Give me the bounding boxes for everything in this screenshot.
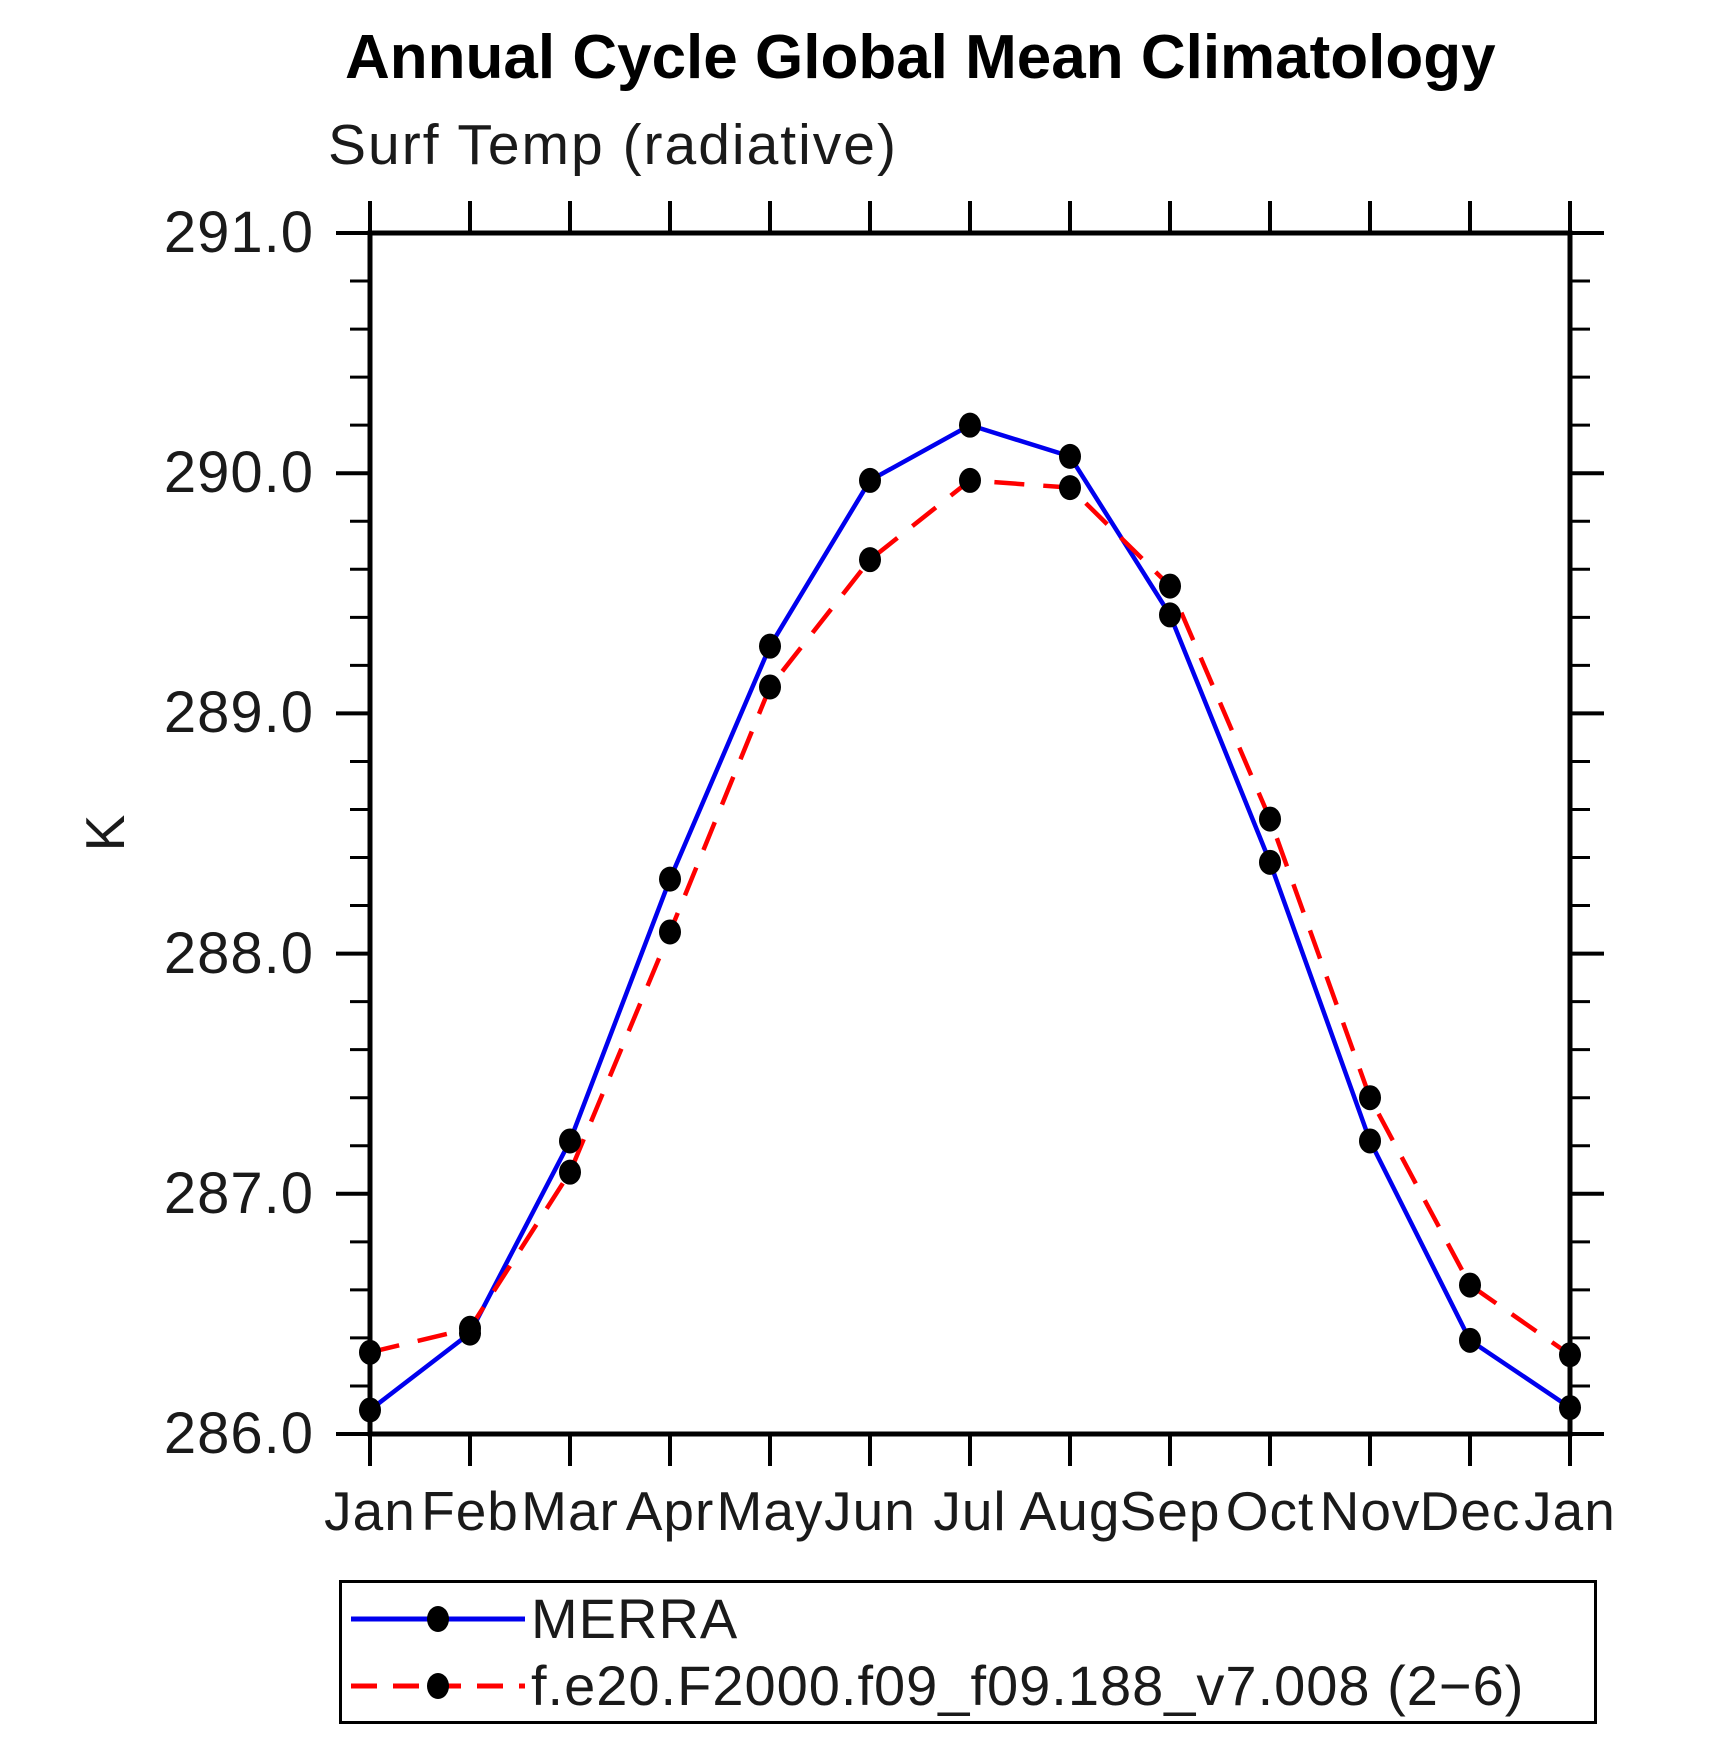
y-tick-label: 286.0 <box>163 1401 314 1466</box>
data-point <box>1459 1272 1481 1298</box>
data-point <box>559 1128 581 1154</box>
x-tick-label: Apr <box>625 1480 715 1542</box>
data-point <box>1159 602 1181 628</box>
data-point <box>1559 1395 1581 1421</box>
x-tick-label: Jul <box>933 1480 1007 1542</box>
data-point <box>359 1339 381 1365</box>
legend: MERRA f.e20.F2000.f09_f09.188_v7.008 (2−… <box>339 1580 1597 1724</box>
x-tick-label: Feb <box>421 1480 519 1542</box>
data-point <box>1259 849 1281 875</box>
data-point <box>1159 573 1181 599</box>
data-point <box>559 1159 581 1185</box>
x-tick-label: Sep <box>1119 1480 1221 1542</box>
data-point <box>1059 475 1081 501</box>
data-point <box>1459 1327 1481 1353</box>
data-point <box>659 919 681 945</box>
data-point <box>1359 1085 1381 1111</box>
data-point <box>759 674 781 700</box>
x-tick-label: Dec <box>1419 1480 1521 1542</box>
data-point <box>859 467 881 493</box>
data-point <box>1059 443 1081 469</box>
chart-subtitle: Surf Temp (radiative) <box>328 113 898 177</box>
x-tick-label: Aug <box>1019 1480 1121 1542</box>
chart-title: Annual Cycle Global Mean Climatology <box>345 23 1496 92</box>
x-tick-label: Nov <box>1319 1480 1421 1542</box>
data-point <box>959 412 981 438</box>
data-point <box>659 866 681 892</box>
data-point <box>859 547 881 573</box>
data-point <box>1559 1342 1581 1368</box>
data-point <box>759 633 781 659</box>
data-point <box>1359 1128 1381 1154</box>
series-line-1 <box>369 478 1572 1357</box>
x-tick-label: Jan <box>324 1480 416 1542</box>
legend-label-merra: MERRA <box>531 1587 739 1650</box>
legend-label-model: f.e20.F2000.f09_f09.188_v7.008 (2−6) <box>531 1654 1525 1717</box>
y-tick-label: 288.0 <box>163 920 314 986</box>
legend-item-model: f.e20.F2000.f09_f09.188_v7.008 (2−6) <box>347 1653 1594 1718</box>
x-tick-label: May <box>716 1480 824 1542</box>
y-tick-label: 289.0 <box>163 680 314 746</box>
series-line-0 <box>368 422 1572 1412</box>
x-tick-label: Jan <box>1524 1480 1616 1542</box>
x-tick-label: Jun <box>824 1480 916 1542</box>
data-point <box>959 467 981 493</box>
data-point <box>359 1397 381 1423</box>
legend-line-sample-model <box>351 1672 525 1699</box>
data-point <box>459 1315 481 1341</box>
y-tick-label: 291.0 <box>163 200 314 265</box>
x-tick-label: Oct <box>1225 1480 1315 1542</box>
data-point <box>1259 806 1281 832</box>
y-tick-label: 290.0 <box>163 440 314 506</box>
x-tick-label: Mar <box>521 1480 619 1542</box>
y-tick-label: 287.0 <box>163 1160 314 1226</box>
legend-item-merra: MERRA <box>347 1586 1594 1651</box>
legend-line-sample-merra <box>351 1605 525 1632</box>
